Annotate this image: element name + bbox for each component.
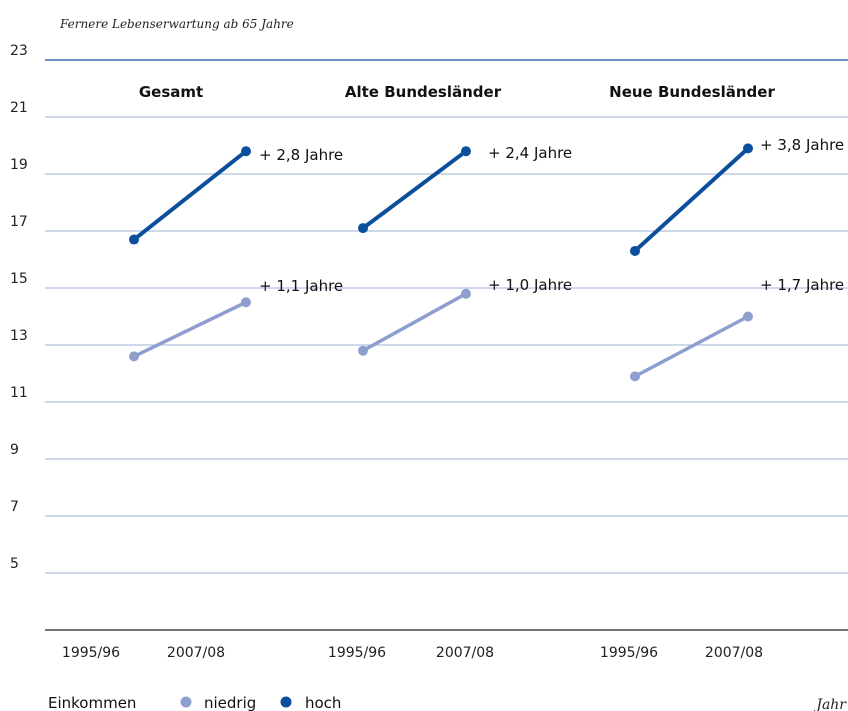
x-tick-label: 1995/96 xyxy=(600,645,658,661)
series-line-niedrig xyxy=(633,314,750,379)
change-annotation: + 2,4 Jahre xyxy=(488,144,572,162)
y-tick-label: 11 xyxy=(10,385,28,401)
series-line-hoch xyxy=(633,146,750,253)
chart-subtitle: Fernere Lebenserwartung ab 65 Jahre xyxy=(59,17,294,31)
change-annotation: + 2,8 Jahre xyxy=(259,146,343,164)
y-tick-label: 13 xyxy=(10,328,28,344)
data-point-niedrig xyxy=(743,311,753,322)
change-annotation: + 1,1 Jahre xyxy=(259,277,343,295)
change-annotation: + 1,0 Jahre xyxy=(488,276,572,294)
data-point-hoch xyxy=(743,143,753,154)
panel-1: Gesamt + 2,8 Jahre + 1,1 Jahre 1995/96 2007/… xyxy=(62,83,343,661)
legend-label-niedrig: niedrig xyxy=(204,694,256,711)
legend-marker-hoch xyxy=(280,696,292,708)
data-point-niedrig xyxy=(630,371,640,382)
y-tick-label: 21 xyxy=(10,100,28,116)
change-annotation: + 3,8 Jahre xyxy=(760,136,844,154)
x-tick-label: 2007/08 xyxy=(436,645,494,661)
panel-3: Neue Bundesländer + 3,8 Jahre + 1,7 Jahre 1… xyxy=(600,83,844,661)
x-tick-label: 2007/08 xyxy=(705,645,763,661)
legend-marker-niedrig xyxy=(180,696,192,708)
y-tick-label: 23 xyxy=(10,43,28,59)
data-point-niedrig xyxy=(358,345,368,356)
x-tick-label: 2007/08 xyxy=(167,645,225,661)
y-tick-label: 5 xyxy=(10,556,19,572)
data-point-niedrig xyxy=(241,297,251,308)
y-tick-label: 17 xyxy=(10,214,28,230)
series-line-niedrig xyxy=(132,300,248,359)
y-tick-label: 9 xyxy=(10,442,19,458)
x-tick-label: 1995/96 xyxy=(62,645,120,661)
y-axis-ticks: 23 21 19 17 15 13 11 9 7 5 xyxy=(10,43,28,572)
data-point-hoch xyxy=(241,146,251,157)
series-line-niedrig xyxy=(361,291,468,353)
data-point-niedrig xyxy=(129,351,139,362)
gridlines xyxy=(45,59,848,574)
legend-title: Einkommen xyxy=(48,694,136,711)
panel-title: Alte Bundesländer xyxy=(345,83,502,101)
change-annotation: + 1,7 Jahre xyxy=(760,276,844,294)
data-point-hoch xyxy=(630,245,640,256)
data-point-hoch xyxy=(358,223,368,234)
legend: Einkommen niedrig hoch xyxy=(48,694,341,711)
panel-title: Neue Bundesländer xyxy=(609,83,775,101)
panel-title: Gesamt xyxy=(139,83,203,101)
y-tick-label: 19 xyxy=(10,157,28,173)
panels: Gesamt + 2,8 Jahre + 1,1 Jahre 1995/96 2007/… xyxy=(62,83,844,661)
legend-label-hoch: hoch xyxy=(305,694,341,711)
x-axis-label: Jahr xyxy=(813,697,847,711)
data-point-niedrig xyxy=(461,288,471,299)
panel-2: Alte Bundesländer + 2,4 Jahre + 1,0 Jahre 1… xyxy=(328,83,572,661)
data-point-hoch xyxy=(129,234,139,245)
x-tick-label: 1995/96 xyxy=(328,645,386,661)
y-tick-label: 15 xyxy=(10,271,28,287)
series-line-hoch xyxy=(132,149,248,242)
data-point-hoch xyxy=(461,146,471,157)
y-tick-label: 7 xyxy=(10,499,19,515)
series-line-hoch xyxy=(361,149,468,231)
